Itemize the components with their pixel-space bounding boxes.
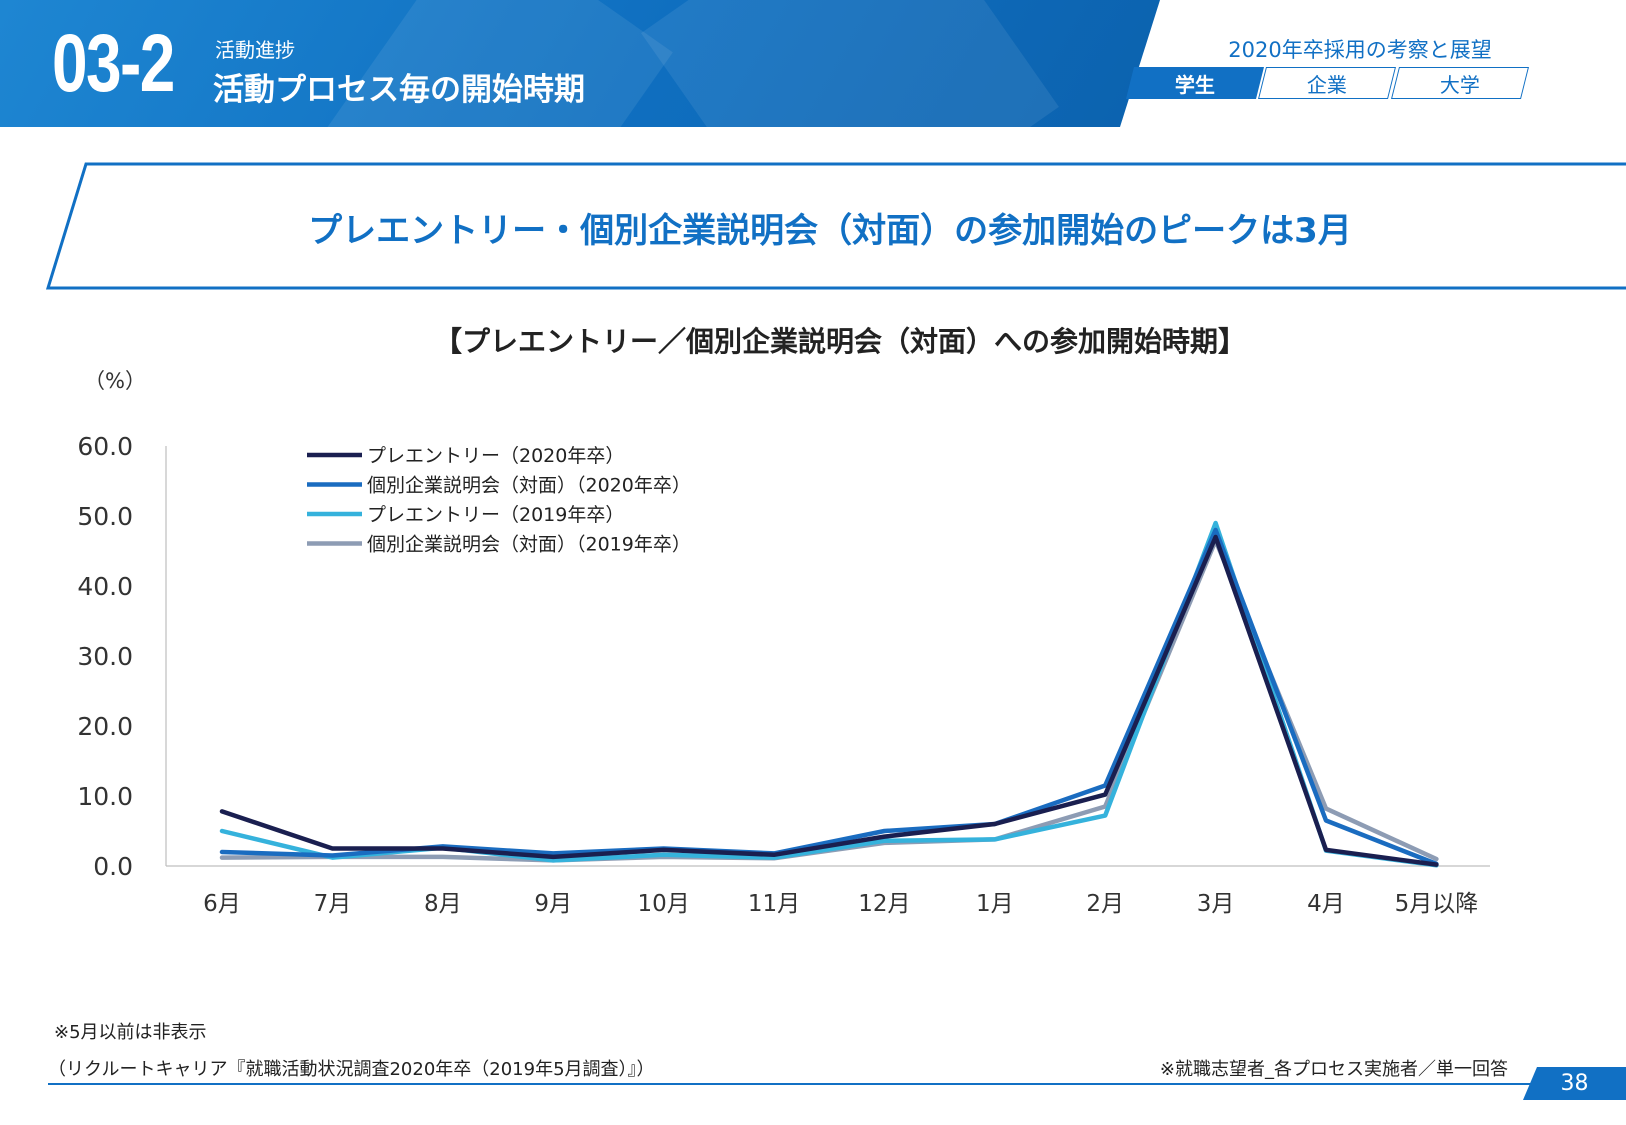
x-tick-label: 12月 — [858, 891, 910, 917]
x-tick-label: 6月 — [203, 891, 241, 917]
series-line — [219, 527, 1439, 867]
x-tick-label: 3月 — [1197, 891, 1235, 917]
legend-label: プレエントリー（2020年卒） — [367, 445, 624, 467]
y-tick-label: 0.0 — [93, 852, 133, 881]
series-line — [219, 534, 1439, 867]
chart-axes — [165, 446, 1490, 867]
y-tick-label: 30.0 — [77, 642, 133, 671]
series-lines — [219, 520, 1439, 868]
footer-divider — [48, 1083, 1626, 1085]
series-line — [219, 520, 1439, 868]
report-title: 2020年卒採用の考察と展望 — [1228, 38, 1492, 62]
x-tick-label: 4月 — [1307, 891, 1345, 917]
x-tick-label: 2月 — [1086, 891, 1124, 917]
section-title: 活動プロセス毎の開始時期 — [213, 72, 585, 108]
x-tick-label: 8月 — [424, 891, 462, 917]
y-tick-label: 40.0 — [77, 572, 133, 601]
source-note: （リクルートキャリア『就職活動状況調査2020年卒（2019年5月調査）』） — [48, 1059, 655, 1080]
y-unit-label: （%） — [84, 369, 146, 393]
headline: プレエントリー・個別企業説明会（対面）の参加開始のピークは3月 — [308, 211, 1352, 251]
x-tick-label: 1月 — [976, 891, 1014, 917]
series-line — [219, 538, 1439, 863]
hidden-data-note: ※5月以前は非表示 — [54, 1022, 207, 1043]
line-chart: 0.0 10.0 20.0 30.0 40.0 50.0 60.0 6月 7月 8月 9月 10月 1… — [77, 432, 1490, 917]
section-category: 活動進捗 — [215, 38, 295, 62]
legend-label: 個別企業説明会（対面）（2019年卒） — [367, 534, 691, 556]
x-tick-label: 5月以降 — [1395, 891, 1479, 917]
y-tick-labels: 0.0 10.0 20.0 30.0 40.0 50.0 60.0 — [77, 432, 133, 881]
header-band — [0, 0, 1160, 127]
section-number: 03-2 — [52, 18, 175, 109]
x-tick-label: 7月 — [314, 891, 352, 917]
x-tick-label: 9月 — [534, 891, 572, 917]
respondent-note: ※就職志望者_各プロセス実施者／単一回答 — [1159, 1059, 1508, 1080]
page-number: 38 — [1523, 1067, 1626, 1100]
chart-title: 【プレエントリー／個別企業説明会（対面）への参加開始時期】 — [433, 325, 1246, 358]
y-tick-label: 50.0 — [77, 502, 133, 531]
x-tick-label: 11月 — [748, 891, 800, 917]
y-tick-label: 10.0 — [77, 782, 133, 811]
headline-frame — [45, 162, 1626, 290]
y-tick-label: 20.0 — [77, 712, 133, 741]
legend-label: 個別企業説明会（対面）（2020年卒） — [367, 475, 691, 497]
legend-label: プレエントリー（2019年卒） — [367, 504, 624, 526]
y-tick-label: 60.0 — [77, 432, 133, 461]
x-tick-labels: 6月 7月 8月 9月 10月 11月 12月 1月 2月 3月 4月 5月以降 — [203, 891, 1478, 917]
x-tick-label: 10月 — [637, 891, 689, 917]
chart-legend: プレエントリー（2020年卒） 個別企業説明会（対面）（2020年卒） プレエントリ… — [307, 445, 691, 556]
